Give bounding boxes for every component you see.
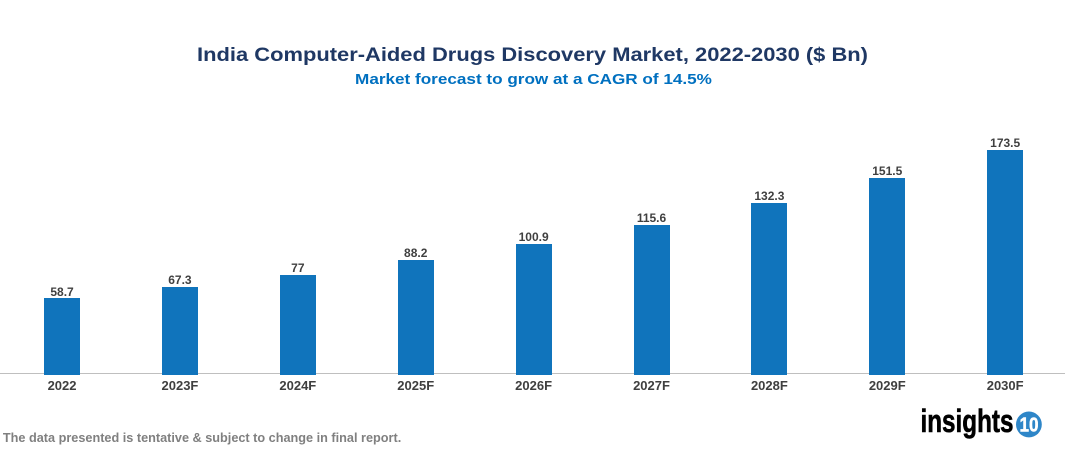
svg-text:insights: insights: [921, 403, 1014, 439]
svg-text:10: 10: [1020, 415, 1039, 437]
